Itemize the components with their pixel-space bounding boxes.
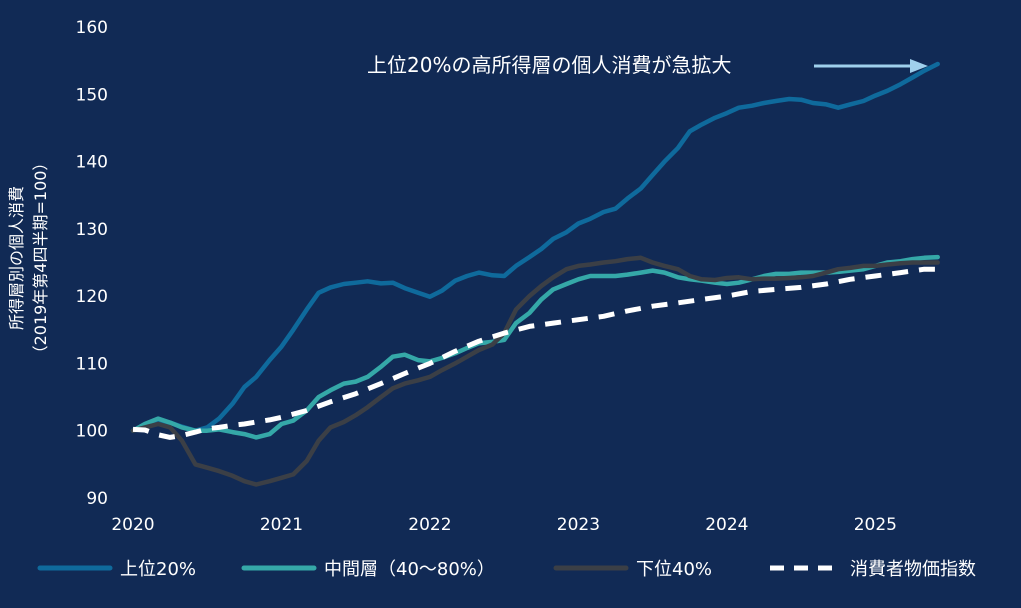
y-tick-label: 90 [86, 489, 108, 509]
series-line-cpi [132, 266, 938, 440]
y-tick-label: 100 [76, 422, 108, 442]
x-tick-label: 2024 [705, 515, 748, 535]
x-tick-label: 2020 [111, 515, 154, 535]
legend-label-top20: 上位20% [120, 559, 196, 580]
plot-lines [130, 61, 940, 487]
legend-label-middle: 中間層（40～80%） [324, 559, 495, 580]
annotation-text: 上位20%の高所得層の個人消費が急拡大 [367, 53, 731, 77]
series-line-bottom40 [130, 255, 940, 487]
y-tick-label: 120 [76, 287, 108, 307]
y-axis-label-line1: 所得層別の個人消費 [7, 186, 26, 330]
x-tick-label: 2021 [260, 515, 303, 535]
series-line-top20 [130, 61, 940, 433]
y-axis: 90 100 110 120 130 140 150 160 [76, 18, 108, 509]
series-line-middle [130, 254, 940, 440]
x-tick-label: 2022 [408, 515, 451, 535]
legend: 上位20% 中間層（40～80%） 下位40% 消費者物価指数 [37, 559, 976, 580]
legend-label-bottom40: 下位40% [636, 559, 712, 580]
x-tick-label: 2025 [854, 515, 897, 535]
y-tick-label: 160 [76, 18, 108, 38]
legend-label-cpi: 消費者物価指数 [850, 559, 976, 580]
y-tick-label: 110 [76, 354, 108, 374]
x-axis: 2020 2021 2022 2023 2024 2025 [111, 515, 897, 535]
y-tick-label: 150 [76, 85, 108, 105]
y-tick-label: 140 [76, 153, 108, 173]
annotation-arrow [814, 59, 928, 73]
y-tick-label: 130 [76, 220, 108, 240]
x-tick-label: 2023 [557, 515, 600, 535]
y-axis-label-line2: （2019年第4四半期=100） [31, 155, 50, 362]
